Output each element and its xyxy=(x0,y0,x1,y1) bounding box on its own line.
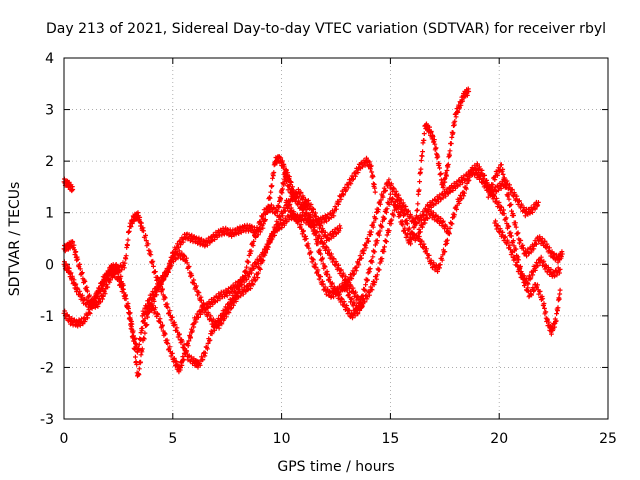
x-axis-label: GPS time / hours xyxy=(277,459,394,475)
x-tick-label: 0 xyxy=(60,431,69,447)
series-i-markers xyxy=(485,162,565,265)
chart-title: Day 213 of 2021, Sidereal Day-to-day VTE… xyxy=(46,21,606,37)
series-f-markers xyxy=(283,86,472,317)
y-tick-label: 2 xyxy=(45,154,54,170)
y-tick-label: -3 xyxy=(40,412,54,428)
y-tick-label: -1 xyxy=(40,309,54,325)
y-tick-label: 4 xyxy=(45,51,54,67)
y-tick-label: 0 xyxy=(45,257,54,273)
y-tick-label: -2 xyxy=(40,360,54,376)
x-tick-label: 15 xyxy=(381,431,399,447)
series-e-markers xyxy=(139,209,365,331)
series-j-markers xyxy=(492,218,563,287)
x-tick-label: 25 xyxy=(599,431,617,447)
plot-frame xyxy=(63,57,609,420)
y-axis-label: SDTVAR / TECUs xyxy=(7,182,23,297)
data-series xyxy=(61,86,565,379)
x-tick-label: 20 xyxy=(490,431,508,447)
series-c-markers xyxy=(61,167,343,370)
y-tick-label: 1 xyxy=(45,206,54,222)
series-g-markers xyxy=(340,167,541,293)
y-tick-label: 3 xyxy=(45,103,54,119)
x-tick-label: 5 xyxy=(168,431,177,447)
x-tick-label: 10 xyxy=(273,431,291,447)
grid xyxy=(64,58,608,419)
